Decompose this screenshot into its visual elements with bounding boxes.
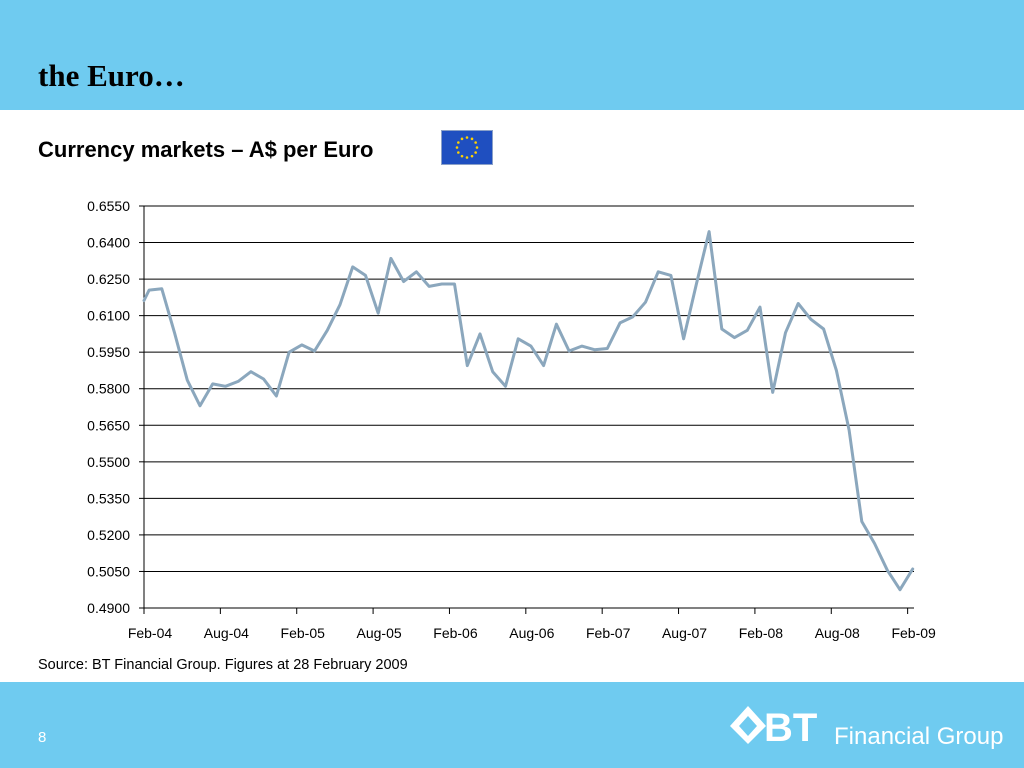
x-tick-label: Feb-05 xyxy=(281,625,326,641)
slide-title: the Euro… xyxy=(38,58,185,93)
y-tick-label: 0.6100 xyxy=(87,308,130,324)
line-chart: 0.6550 0.6400 0.6250 0.6100 0.5950 0.5800 0.56… xyxy=(87,198,936,641)
flag-star xyxy=(460,137,464,141)
grid-lines xyxy=(144,205,914,609)
y-tick-label: 0.5350 xyxy=(87,490,130,506)
flag-star xyxy=(470,154,474,158)
flag-star xyxy=(474,141,477,144)
x-tick-label: Feb-09 xyxy=(891,625,936,641)
y-tick-label: 0.6250 xyxy=(87,271,130,287)
bt-logo-text: Financial Group xyxy=(834,723,1003,750)
flag-star xyxy=(470,137,474,141)
page-number: 8 xyxy=(38,729,47,746)
bt-logo-mark: BT xyxy=(764,706,817,750)
x-tick-label: Aug-05 xyxy=(357,625,402,641)
flag-star xyxy=(460,154,464,158)
bt-logo-icon: BT Financial Group xyxy=(730,706,1003,750)
y-tick-label: 0.6400 xyxy=(87,235,130,251)
footer-band xyxy=(0,682,1024,768)
x-tick-label: Feb-07 xyxy=(586,625,631,641)
y-tick-label: 0.5500 xyxy=(87,454,130,470)
y-tick-label: 0.5050 xyxy=(87,563,130,579)
source-note: Source: BT Financial Group. Figures at 2… xyxy=(38,657,408,673)
y-tick-label: 0.5650 xyxy=(87,417,130,433)
flag-star xyxy=(457,141,460,144)
y-tick-label: 0.5800 xyxy=(87,381,130,397)
y-tick-labels: 0.6550 0.6400 0.6250 0.6100 0.5950 0.5800 0.56… xyxy=(87,198,130,616)
flag-field xyxy=(441,130,493,165)
flag-star xyxy=(457,151,460,154)
flag-star xyxy=(465,136,469,139)
series-layer xyxy=(142,230,915,592)
flag-star xyxy=(475,146,479,149)
x-tick-label: Aug-08 xyxy=(815,625,860,641)
series-line xyxy=(142,230,915,592)
x-tick-label: Aug-07 xyxy=(662,625,707,641)
x-tick-label: Aug-04 xyxy=(204,625,249,641)
eu-flag-icon xyxy=(441,130,493,165)
x-tick-label: Feb-08 xyxy=(739,625,784,641)
header-band xyxy=(0,0,1024,110)
flag-star xyxy=(465,156,469,159)
axes xyxy=(139,205,909,614)
y-tick-label: 0.5950 xyxy=(87,344,130,360)
x-tick-label: Aug-06 xyxy=(509,625,554,641)
y-tick-label: 0.6550 xyxy=(87,198,130,214)
y-tick-label: 0.4900 xyxy=(87,600,130,616)
chart-heading: Currency markets – A$ per Euro xyxy=(38,137,374,162)
y-tick-label: 0.5200 xyxy=(87,527,130,543)
x-tick-label: Feb-06 xyxy=(433,625,478,641)
flag-star xyxy=(474,151,477,154)
x-tick-label: Feb-04 xyxy=(128,625,173,641)
x-tick-labels: Feb-04 Aug-04 Feb-05 Aug-05 Feb-06 Aug-06 Feb-… xyxy=(128,625,936,641)
flag-star xyxy=(455,146,459,149)
bt-diamond-mark xyxy=(730,706,766,744)
